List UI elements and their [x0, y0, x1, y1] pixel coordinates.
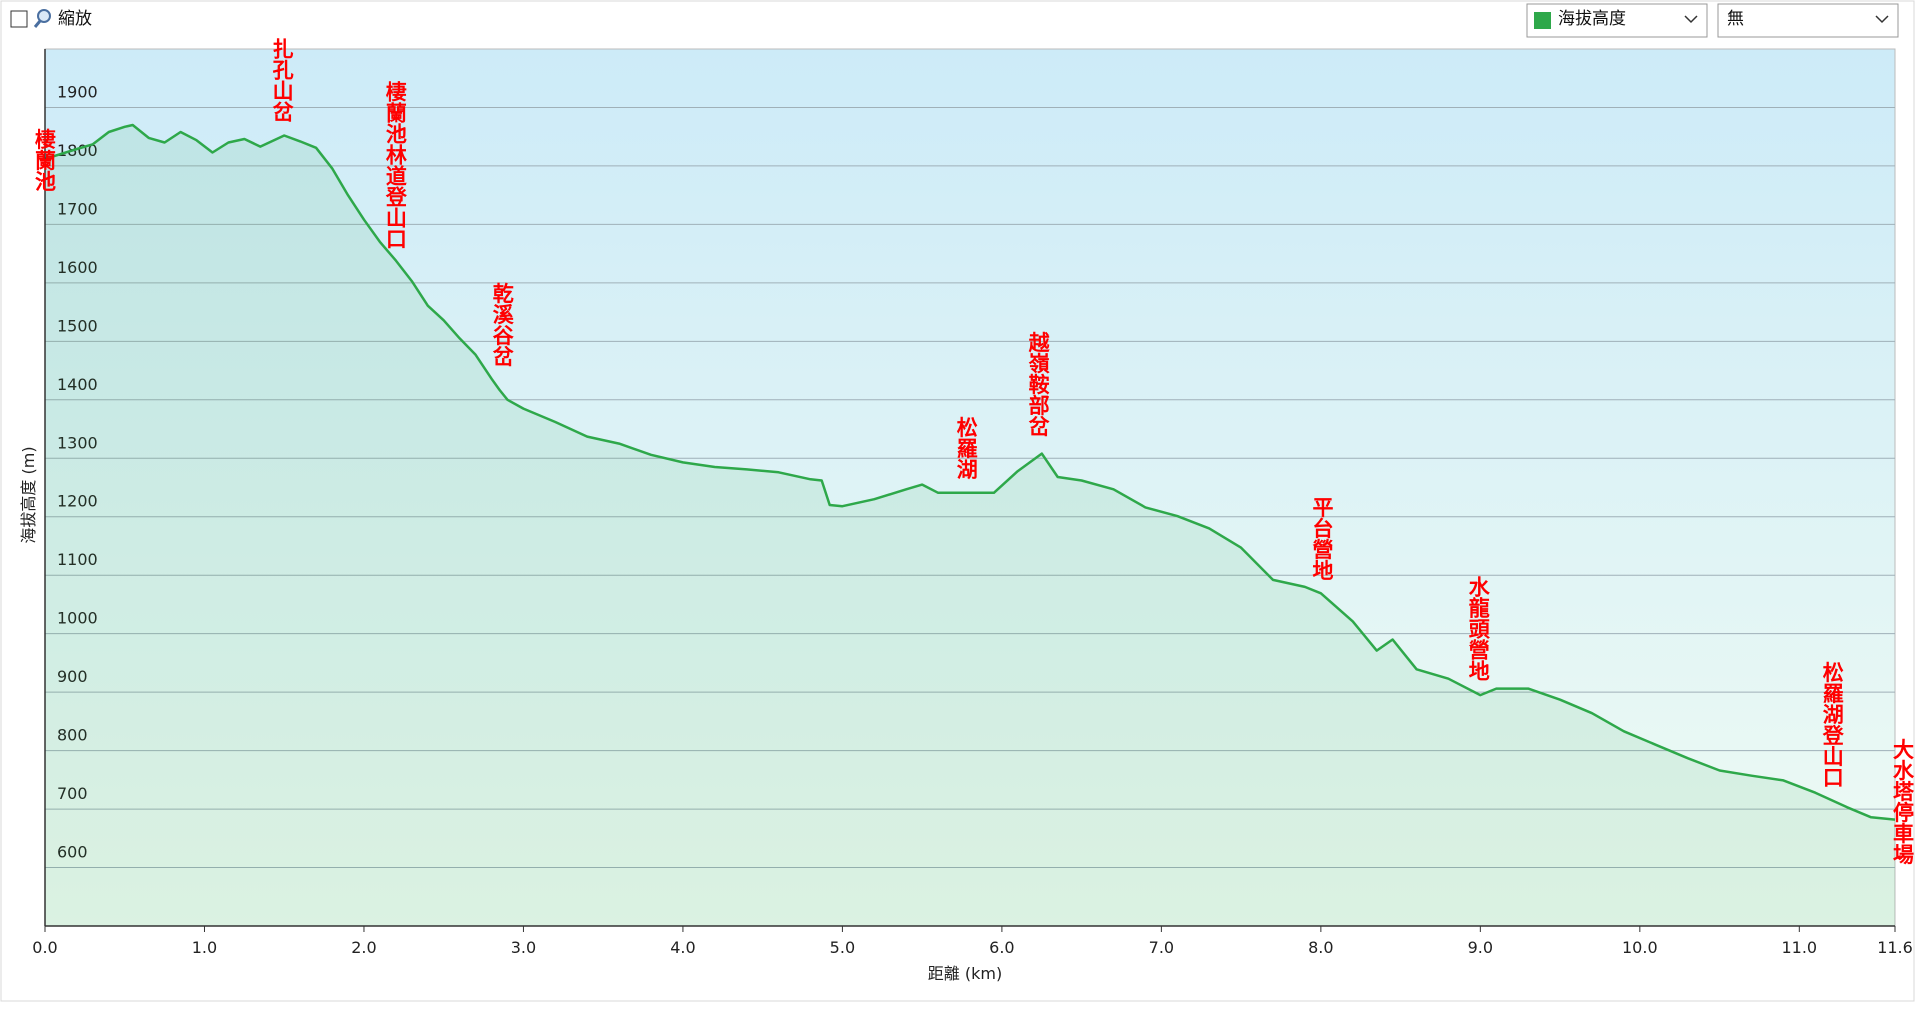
annotation: 棲蘭池林道登山口 [383, 80, 408, 249]
y-tick-label: 1500 [57, 316, 98, 335]
annotation: 平台營地 [1310, 496, 1335, 580]
y-axis-title: 海拔高度 (m) [19, 446, 38, 543]
y-tick-label: 800 [57, 726, 88, 745]
overlay-select-text: 無 [1727, 9, 1744, 29]
zoom-icon [33, 9, 51, 28]
x-tick-label: 0.0 [32, 938, 57, 957]
y-tick-label: 1900 [57, 82, 98, 101]
x-tick-label: 4.0 [670, 938, 695, 957]
x-tick-label: 1.0 [192, 938, 217, 957]
series-select-text: 海拔高度 [1558, 9, 1626, 29]
annotation: 扎孔山岔 [270, 38, 295, 122]
annotation: 越嶺鞍部岔 [1026, 331, 1051, 437]
y-tick-label: 1100 [57, 550, 98, 569]
line [44, 123, 1896, 821]
x-tick-label: 10.0 [1622, 938, 1658, 957]
x-tick-label: 7.0 [1149, 938, 1174, 957]
x-tick-label: 3.0 [511, 938, 536, 957]
x-axis-title: 距離 (km) [928, 964, 1002, 983]
y-tick-label: 1300 [57, 433, 98, 452]
annotation: 松羅湖登山口 [1820, 661, 1845, 788]
x-tick-label: 11.6 [1877, 938, 1913, 957]
area [45, 125, 1895, 926]
x-tick-label: 9.0 [1468, 938, 1493, 957]
annotation: 大水塔停車場 [1890, 739, 1915, 865]
y-tick-label: 1000 [57, 609, 98, 628]
x-tick-label: 8.0 [1308, 938, 1333, 957]
overlay-select[interactable] [1717, 3, 1899, 38]
y-tick-label: 600 [57, 843, 88, 862]
y-tick-label: 1600 [57, 258, 98, 277]
annotation: 棲蘭池 [33, 128, 58, 192]
series-select[interactable] [1526, 3, 1708, 38]
zoom-checkbox[interactable] [10, 10, 28, 28]
plot-area [44, 48, 1896, 927]
series-swatch [1534, 12, 1551, 29]
y-tick-label: 1700 [57, 199, 98, 218]
zoom-label: 縮放 [58, 9, 92, 29]
annotation: 乾溪谷岔 [490, 282, 515, 367]
x-tick-label: 11.0 [1781, 938, 1817, 957]
annotation: 水龍頭營地 [1466, 576, 1491, 681]
x-tick-label: 5.0 [830, 938, 855, 957]
y-tick-label: 1200 [57, 492, 98, 511]
y-tick-label: 700 [57, 784, 88, 803]
y-tick-label: 1400 [57, 375, 98, 394]
y-tick-label: 900 [57, 667, 88, 686]
annotation: 松羅湖 [954, 416, 979, 481]
x-tick-label: 2.0 [351, 938, 376, 957]
x-tick-label: 6.0 [989, 938, 1014, 957]
